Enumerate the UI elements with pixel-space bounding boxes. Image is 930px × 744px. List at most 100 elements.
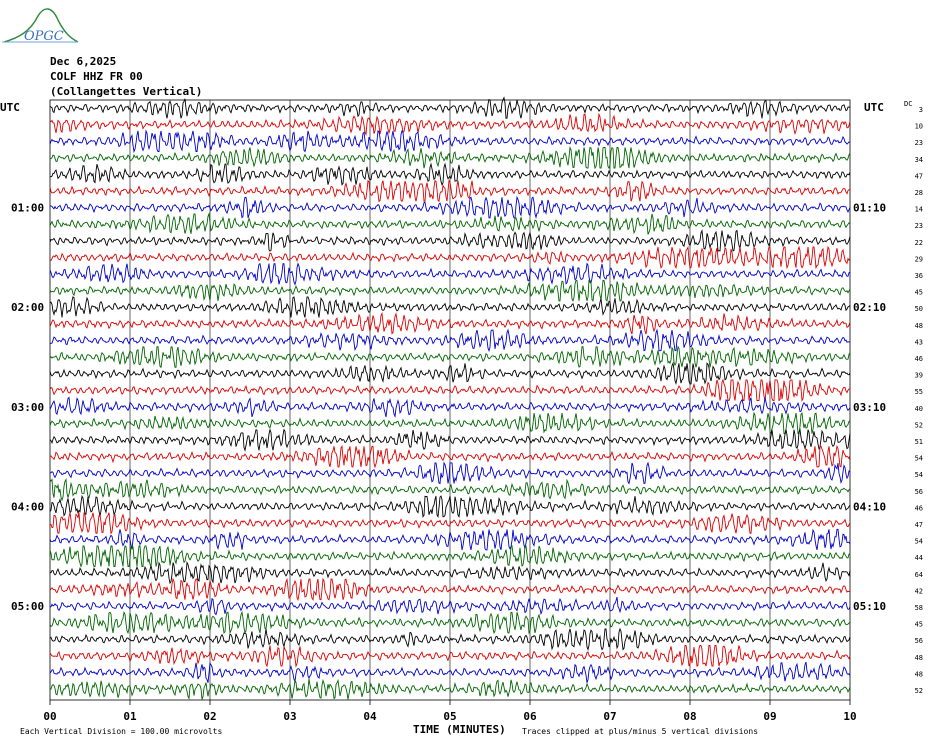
trace-line <box>49 279 851 303</box>
dc-offset-label: 56 <box>915 488 923 496</box>
dc-offset-label: 64 <box>915 571 923 579</box>
dc-offset-label: 45 <box>915 621 923 629</box>
trace-line <box>49 596 851 616</box>
trace-line <box>49 610 851 635</box>
dc-offset-label: 54 <box>915 538 923 546</box>
scale-note: Each Vertical Division = 100.00 microvol… <box>20 727 222 736</box>
dc-offset-label: 28 <box>915 189 923 197</box>
dc-title: DC <box>904 100 912 108</box>
trace-line <box>49 361 851 386</box>
opgc-logo: OPGC <box>2 8 79 44</box>
dc-offset-label: 39 <box>915 372 923 380</box>
dc-offset-label: 22 <box>915 239 923 247</box>
dc-offset-label: 52 <box>915 687 923 695</box>
x-tick-label: 02 <box>203 710 216 723</box>
header-location: (Collangettes Vertical) <box>50 85 203 98</box>
dc-offset-label: 45 <box>915 289 923 297</box>
dc-offset-label: 43 <box>915 338 923 346</box>
right-time-label: 04:10 <box>853 500 886 513</box>
logo-text: OPGC <box>24 29 64 44</box>
dc-offset-label: 55 <box>915 388 923 396</box>
dc-offset-label: 3 <box>919 106 923 114</box>
x-tick-label: 05 <box>443 710 456 723</box>
left-time-label: 05:00 <box>11 600 44 613</box>
dc-offset-label: 23 <box>915 222 923 230</box>
trace-line <box>49 96 851 119</box>
left-time-label: 04:00 <box>11 500 44 513</box>
trace-line <box>49 296 851 318</box>
right-time-label: 05:10 <box>853 600 886 613</box>
trace-line <box>49 245 851 270</box>
left-time-label: 02:00 <box>11 301 44 314</box>
header-date: Dec 6,2025 <box>50 55 117 68</box>
trace-line <box>49 345 851 369</box>
trace-line <box>49 512 851 535</box>
right-axis-title: UTC <box>864 101 884 114</box>
x-tick-label: 00 <box>43 710 56 723</box>
x-tick-label: 01 <box>123 710 137 723</box>
dc-offset-label: 47 <box>915 521 923 529</box>
dc-offset-label: 42 <box>915 587 923 595</box>
trace-line <box>49 195 851 220</box>
dc-offset-label: 46 <box>915 504 923 512</box>
trace-line <box>49 477 851 502</box>
left-axis-title: UTC <box>0 101 20 114</box>
dc-offset-label: 47 <box>915 172 923 180</box>
trace-line <box>49 396 851 419</box>
dc-offset-label: 58 <box>915 604 923 612</box>
x-tick-label: 07 <box>603 710 616 723</box>
trace-line <box>49 678 851 700</box>
trace-line <box>49 428 851 452</box>
trace-line <box>49 179 851 203</box>
trace-line <box>49 212 851 235</box>
x-tick-label: 09 <box>763 710 776 723</box>
dc-offset-label: 52 <box>915 421 923 429</box>
dc-offset-label: 48 <box>915 654 923 662</box>
trace-line <box>49 129 851 154</box>
trace-line <box>49 560 851 585</box>
trace-line <box>49 645 851 668</box>
dc-offset-label: 44 <box>915 554 923 562</box>
dc-offset-label: 40 <box>915 405 923 413</box>
left-time-label: 01:00 <box>11 202 44 215</box>
x-tick-label: 03 <box>283 710 296 723</box>
dc-offset-label: 50 <box>915 305 923 313</box>
dc-offset-label: 36 <box>915 272 923 280</box>
right-time-label: 02:10 <box>853 301 886 314</box>
right-time-label: 01:10 <box>853 202 886 215</box>
x-tick-label: 04 <box>363 710 377 723</box>
dc-offset-label: 23 <box>915 139 923 147</box>
trace-line <box>49 627 851 651</box>
trace-line <box>49 112 851 137</box>
trace-line <box>49 444 851 469</box>
trace-line <box>49 577 851 602</box>
x-tick-label: 10 <box>843 710 856 723</box>
trace-line <box>49 661 851 684</box>
trace-line <box>49 545 851 569</box>
dc-offset-label: 54 <box>915 455 923 463</box>
dc-offset-label: 10 <box>915 123 923 131</box>
trace-line <box>49 461 851 485</box>
dc-offset-label: 56 <box>915 637 923 645</box>
dc-offset-label: 46 <box>915 355 923 363</box>
trace-line <box>49 411 851 436</box>
dc-offset-label: 48 <box>915 670 923 678</box>
trace-line <box>49 146 851 170</box>
clip-note: Traces clipped at plus/minus 5 vertical … <box>522 727 758 736</box>
x-tick-label: 06 <box>523 710 537 723</box>
dc-offset-label: 51 <box>915 438 923 446</box>
right-time-label: 03:10 <box>853 401 886 414</box>
dc-offset-label: 29 <box>915 255 923 263</box>
dc-offset-label: 48 <box>915 322 923 330</box>
trace-line <box>49 311 851 335</box>
trace-line <box>49 228 851 252</box>
dc-offset-label: 14 <box>915 206 923 214</box>
trace-line <box>49 328 851 353</box>
dc-offset-label: 34 <box>915 156 923 164</box>
left-time-label: 03:00 <box>11 401 44 414</box>
dc-offset-label: 54 <box>915 471 923 479</box>
x-axis-label: TIME (MINUTES) <box>413 723 506 736</box>
trace-line <box>49 378 851 403</box>
trace-line <box>49 162 851 186</box>
